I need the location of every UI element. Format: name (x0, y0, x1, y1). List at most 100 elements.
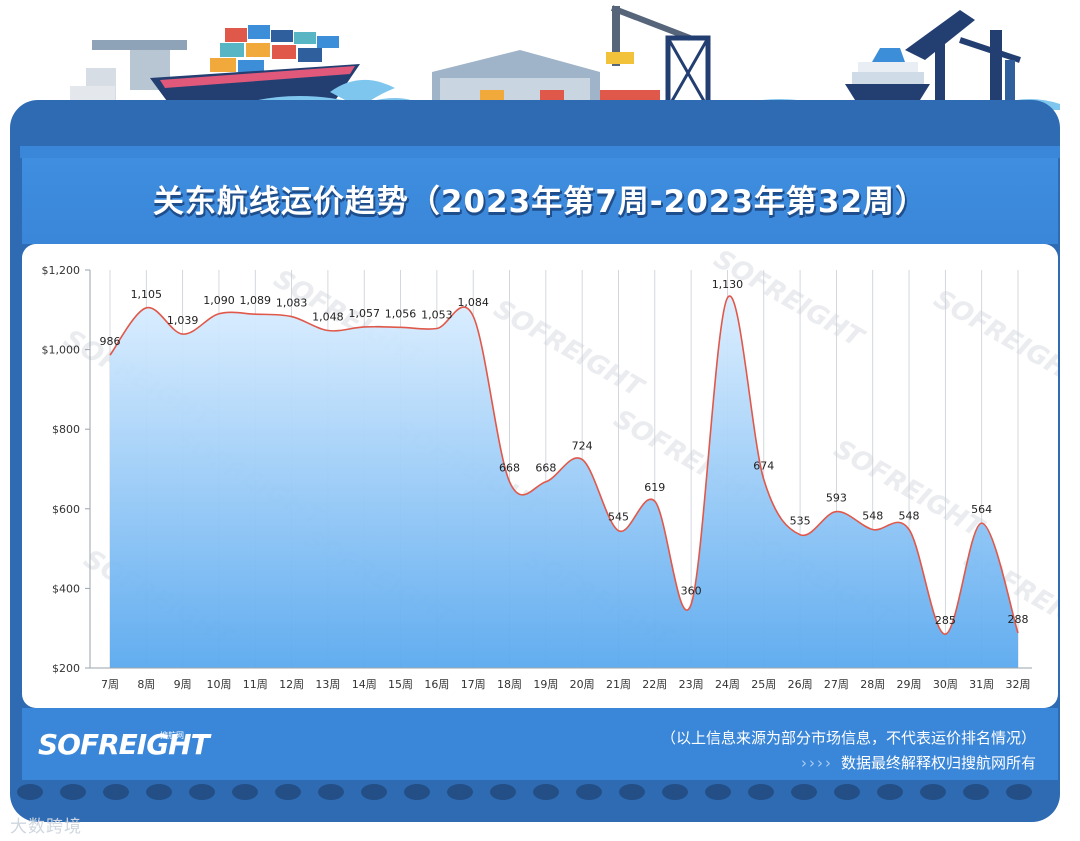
data-label: 1,053 (421, 309, 453, 322)
scallop (103, 784, 129, 800)
scallop (705, 784, 731, 800)
data-label: 1,090 (203, 294, 235, 307)
data-label: 1,130 (712, 278, 744, 291)
data-label: 535 (790, 515, 811, 528)
data-label: 548 (899, 509, 920, 522)
y-tick-label: $800 (52, 423, 80, 436)
data-label: 360 (681, 584, 702, 597)
scallop (791, 784, 817, 800)
x-tick-label: 32周 (1006, 678, 1031, 691)
series-area (110, 296, 1018, 668)
x-tick-label: 18周 (497, 678, 522, 691)
x-tick-label: 17周 (461, 678, 486, 691)
y-tick-label: $400 (52, 582, 80, 595)
x-tick-label: 9周 (174, 678, 192, 691)
data-label: 1,056 (385, 307, 417, 320)
data-label: 724 (572, 439, 593, 452)
scallop (877, 784, 903, 800)
data-label: 619 (644, 481, 665, 494)
data-label: 674 (753, 459, 774, 472)
scallop (232, 784, 258, 800)
x-tick-label: 8周 (137, 678, 155, 691)
x-tick-label: 29周 (897, 678, 922, 691)
scallop (963, 784, 989, 800)
scallop (275, 784, 301, 800)
data-label: 593 (826, 492, 847, 505)
scallop (189, 784, 215, 800)
x-tick-label: 16周 (424, 678, 449, 691)
scallop (447, 784, 473, 800)
data-label: 1,057 (348, 307, 380, 320)
scallop (576, 784, 602, 800)
x-tick-label: 22周 (642, 678, 667, 691)
harbor-crane-right-icon (905, 10, 1021, 108)
data-label: 285 (935, 614, 956, 627)
x-tick-label: 25周 (751, 678, 776, 691)
data-label: 545 (608, 511, 629, 524)
header-band (20, 146, 1060, 158)
rights-note: 数据最终解释权归搜航网所有 (840, 754, 1036, 772)
x-tick-label: 30周 (933, 678, 958, 691)
x-tick-label: 24周 (715, 678, 740, 691)
y-tick-label: $1,200 (42, 264, 81, 277)
sofreight-logo: SOFREIGHT (38, 728, 210, 761)
watermark-text: SOFREIGHT (489, 294, 650, 405)
scallop (60, 784, 86, 800)
data-label: 1,084 (457, 296, 489, 309)
data-label: 548 (862, 509, 883, 522)
scallop (1006, 784, 1032, 800)
x-tick-label: 23周 (679, 678, 704, 691)
x-tick-label: 31周 (969, 678, 994, 691)
data-label: 668 (535, 462, 556, 475)
y-tick-label: $600 (52, 503, 80, 516)
scallop (361, 784, 387, 800)
data-label: 288 (1008, 613, 1029, 626)
cruise-ship-icon (845, 48, 930, 108)
y-tick-label: $1,000 (42, 344, 81, 357)
scallop (834, 784, 860, 800)
scallop (404, 784, 430, 800)
scallop (533, 784, 559, 800)
data-label: 1,105 (131, 288, 163, 301)
scallop (662, 784, 688, 800)
x-tick-label: 20周 (570, 678, 595, 691)
scallop (17, 784, 43, 800)
scallop-border (17, 784, 1032, 800)
x-tick-label: 7周 (101, 678, 119, 691)
x-tick-label: 19周 (533, 678, 558, 691)
chart-title: 关东航线运价趋势（2023年第7周-2023年第32周） (152, 184, 928, 220)
x-tick-label: 28周 (860, 678, 885, 691)
x-tick-label: 21周 (606, 678, 631, 691)
rights-note-row: ›››› 数据最终解释权归搜航网所有 (801, 752, 1036, 773)
scallop (748, 784, 774, 800)
x-tick-label: 14周 (352, 678, 377, 691)
scallop (920, 784, 946, 800)
scallop (318, 784, 344, 800)
scallop (619, 784, 645, 800)
y-tick-label: $200 (52, 662, 80, 675)
title-panel (22, 158, 1058, 244)
x-tick-label: 13周 (315, 678, 340, 691)
x-tick-label: 12周 (279, 678, 304, 691)
logo-subtitle: 搜航网 (160, 731, 184, 740)
data-label: 1,089 (240, 294, 272, 307)
watermark-text: SOFREIGHT (929, 284, 1059, 395)
data-label: 564 (971, 503, 992, 516)
chevrons-icon: ›››› (800, 754, 833, 772)
x-tick-label: 11周 (243, 678, 268, 691)
data-label: 668 (499, 462, 520, 475)
x-tick-label: 10周 (206, 678, 231, 691)
x-tick-label: 15周 (388, 678, 413, 691)
x-tick-label: 26周 (788, 678, 813, 691)
series-line (109, 295, 1019, 635)
data-label: 1,039 (167, 314, 199, 327)
rate-trend-chart: SOFREIGHT SOFREIGHT SOFREIGHT SOFREIGHTSOFR… (42, 244, 1059, 691)
footer-panel (22, 708, 1058, 780)
corner-watermark: 大数跨境 (10, 817, 82, 837)
scallop (146, 784, 172, 800)
source-note: （以上信息来源为部分市场信息，不代表运价排名情况） (660, 729, 1036, 747)
data-label: 1,048 (312, 310, 344, 323)
data-label: 1,083 (276, 297, 308, 310)
scallop (490, 784, 516, 800)
